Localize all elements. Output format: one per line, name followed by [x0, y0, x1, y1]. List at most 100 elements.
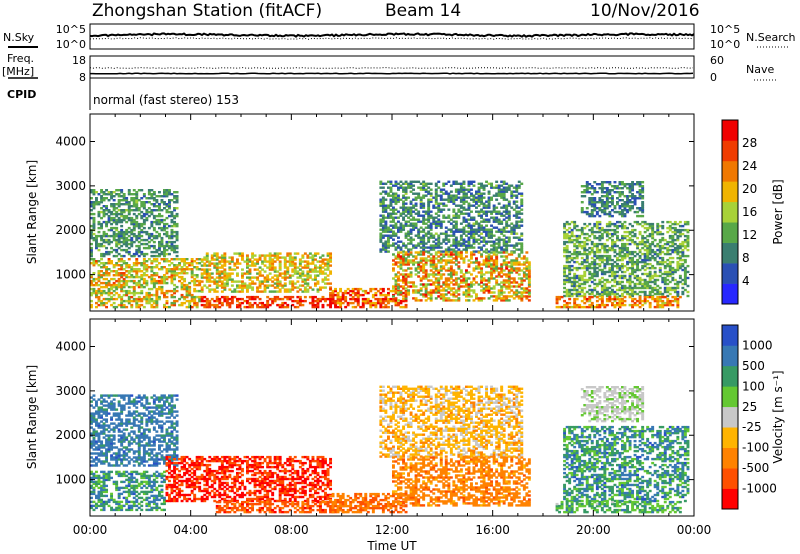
range-gate-cell: [482, 261, 486, 264]
range-gate-cell: [598, 262, 602, 266]
range-gate-cell: [439, 265, 443, 268]
range-gate-cell: [500, 255, 504, 258]
range-gate-cell: [611, 292, 614, 296]
range-gate-cell: [110, 193, 114, 196]
range-gate-cell: [110, 250, 114, 254]
range-gate-cell: [152, 240, 156, 244]
range-gate-cell: [92, 201, 96, 204]
range-gate-cell: [502, 273, 506, 276]
range-gate-cell: [585, 280, 589, 284]
range-gate-cell: [218, 280, 222, 283]
range-gate-cell: [422, 271, 426, 274]
range-gate-cell: [404, 287, 408, 290]
range-gate-cell: [402, 212, 406, 215]
range-gate-cell: [223, 297, 227, 301]
range-gate-cell: [387, 226, 390, 229]
range-gate-cell: [155, 279, 159, 283]
range-gate-cell: [376, 289, 380, 293]
range-gate-cell: [120, 240, 124, 244]
range-gate-cell: [671, 256, 675, 260]
range-gate-cell: [384, 293, 388, 297]
range-gate-cell: [92, 272, 96, 275]
range-gate-cell: [668, 240, 672, 244]
range-gate-cell: [160, 199, 164, 202]
range-gate-cell: [510, 222, 514, 225]
range-gate-cell: [376, 301, 380, 305]
range-gate-cell: [203, 268, 207, 271]
range-gate-cell: [442, 287, 446, 290]
range-gate-cell: [613, 290, 617, 294]
range-gate-cell: [409, 253, 413, 256]
range-gate-cell: [623, 234, 627, 238]
range-gate-cell: [656, 290, 660, 294]
range-gate-cell: [110, 226, 114, 230]
range-gate-cell: [394, 263, 398, 266]
range-gate-cell: [613, 250, 617, 254]
range-gate-cell: [170, 242, 174, 246]
range-gate-cell: [90, 201, 93, 204]
range-gate-cell: [236, 286, 239, 289]
range-gate-cell: [253, 297, 257, 301]
range-gate-cell: [422, 230, 426, 233]
range-gate-cell: [490, 269, 494, 272]
range-gate-cell: [507, 275, 511, 278]
range-gate-cell: [361, 303, 365, 307]
range-gate-cell: [641, 224, 645, 228]
range-gate-cell: [112, 301, 116, 305]
range-gate-cell: [480, 220, 484, 223]
range-gate-cell: [200, 295, 204, 299]
range-gate-cell: [163, 252, 166, 256]
range-gate-cell: [613, 232, 617, 236]
range-gate-cell: [404, 186, 408, 189]
range-gate-cell: [475, 259, 478, 262]
range-gate-cell: [583, 266, 587, 270]
range-gate-cell: [311, 262, 315, 265]
range-gate-cell: [429, 261, 433, 264]
range-gate-cell: [158, 248, 161, 252]
nsky-frame: [89, 23, 695, 50]
range-gate-cell: [288, 295, 292, 299]
range-gate-cell: [507, 212, 511, 215]
range-gate-cell: [673, 248, 677, 252]
range-gate-cell: [502, 263, 506, 266]
range-gate-cell: [429, 257, 433, 260]
range-gate-cell: [215, 303, 219, 307]
range-gate-cell: [480, 208, 484, 211]
range-gate-cell: [389, 236, 393, 239]
range-gate-cell: [233, 295, 237, 299]
range-gate-cell: [470, 194, 473, 197]
range-gate-cell: [208, 280, 212, 283]
range-gate-cell: [648, 286, 652, 290]
range-gate-cell: [593, 242, 597, 246]
range-gate-cell: [565, 260, 569, 264]
range-gate-cell: [102, 220, 106, 224]
range-gate-cell: [117, 238, 121, 242]
range-gate-cell: [95, 191, 98, 194]
range-gate-cell: [218, 272, 222, 275]
range-gate-cell: [301, 274, 305, 277]
range-gate-cell: [462, 186, 466, 189]
power-heatmap: [90, 180, 690, 309]
range-gate-cell: [613, 240, 617, 244]
range-gate-cell: [384, 295, 388, 299]
range-gate-cell: [442, 204, 446, 207]
range-gate-cell: [185, 283, 189, 287]
range-gate-cell: [188, 268, 192, 271]
range-gate-cell: [122, 240, 126, 244]
range-gate-cell: [142, 305, 146, 309]
range-gate-cell: [414, 196, 418, 199]
range-gate-cell: [412, 289, 416, 292]
range-gate-cell: [374, 287, 378, 291]
range-gate-cell: [442, 293, 446, 296]
range-gate-cell: [283, 305, 287, 309]
range-gate-cell: [120, 260, 124, 263]
range-gate-cell: [336, 305, 340, 309]
range-gate-cell: [517, 180, 521, 183]
range-gate-cell: [404, 182, 408, 185]
range-gate-cell: [429, 228, 433, 231]
range-gate-cell: [651, 250, 655, 254]
range-gate-cell: [472, 222, 476, 225]
range-gate-cell: [583, 292, 587, 296]
range-gate-cell: [527, 263, 531, 266]
range-gate-cell: [200, 274, 204, 277]
